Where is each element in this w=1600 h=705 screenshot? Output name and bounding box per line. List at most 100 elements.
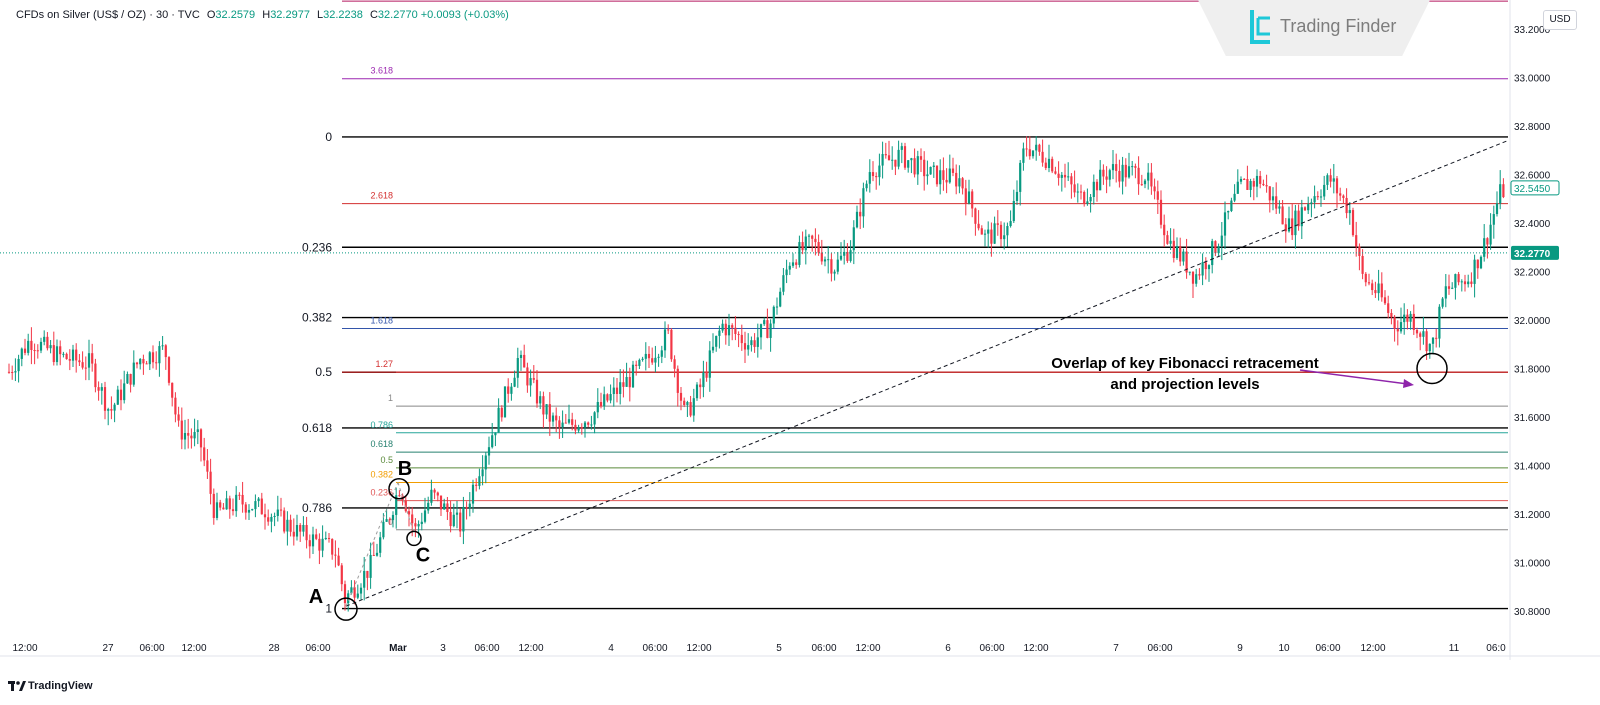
candle-body <box>1083 192 1086 204</box>
candle-body <box>919 156 923 160</box>
x-tick-label: 6 <box>945 643 951 654</box>
candle-body <box>20 348 23 359</box>
candle-body <box>881 154 884 166</box>
candle-body <box>695 384 699 399</box>
candle-body <box>1230 200 1233 211</box>
candle-body <box>542 396 545 415</box>
candle-body <box>1326 175 1329 185</box>
candle-body <box>814 238 817 243</box>
candle-body <box>1319 196 1323 198</box>
candle-body <box>1460 281 1463 283</box>
symbol-title: CFDs on Silver (US$ / OZ) · 30 · TVC <box>16 9 200 21</box>
point-c-label: C <box>416 544 430 566</box>
candle-body <box>772 306 775 324</box>
candle-body <box>1131 166 1134 168</box>
trading-finder-logo-icon <box>1250 10 1270 44</box>
fib-retracement-label: 0.618 <box>302 421 332 435</box>
candle-body <box>961 178 964 189</box>
candle-body <box>884 154 887 156</box>
candle-body <box>1367 282 1371 284</box>
candle-body <box>494 432 497 436</box>
candle-body <box>1335 178 1339 194</box>
candle-body <box>836 259 839 272</box>
candle-body <box>539 396 542 404</box>
candle-body <box>1236 181 1239 194</box>
candle-body <box>1355 235 1358 247</box>
candle-body <box>711 346 715 351</box>
candle-body <box>833 271 836 274</box>
candle-body <box>823 259 827 262</box>
candle-body <box>78 360 81 363</box>
price-axis: 33.400033.200033.000032.800032.600032.40… <box>1509 0 1560 660</box>
candle-body <box>670 329 673 360</box>
candle-body <box>1291 218 1294 236</box>
candle-body <box>123 383 126 401</box>
candle-body <box>567 419 571 423</box>
candle-body <box>1412 313 1415 330</box>
currency-button[interactable]: USD <box>1543 10 1577 30</box>
candle-body <box>71 349 75 361</box>
candle-body <box>587 422 590 425</box>
candle-body <box>199 429 203 448</box>
candle-body <box>1188 271 1191 273</box>
candle-body <box>1063 174 1067 178</box>
candle-body <box>46 336 49 349</box>
candle-body <box>193 432 196 439</box>
candle-body <box>475 484 478 486</box>
candle-body <box>599 402 603 407</box>
candle-body <box>673 359 676 369</box>
candle-body <box>980 228 983 235</box>
candle-body <box>1076 191 1079 193</box>
candle-body <box>420 521 423 525</box>
candle-body <box>1057 173 1060 178</box>
candle-body <box>1041 151 1044 163</box>
candle-body <box>606 394 609 401</box>
candle-body <box>1287 218 1291 232</box>
candle-body <box>779 291 782 307</box>
y-tick-label: 30.8000 <box>1514 607 1551 618</box>
y-tick-label: 31.0000 <box>1514 559 1551 570</box>
annotation-line-2: and projection levels <box>1110 376 1259 393</box>
candle-body <box>1079 191 1083 193</box>
candle-body <box>465 506 468 508</box>
candle-body <box>1454 274 1457 288</box>
candle-body <box>1153 186 1156 192</box>
x-tick-label: 12:00 <box>181 643 206 654</box>
candle-body <box>1227 210 1230 213</box>
candle-body <box>155 362 158 364</box>
candle-body <box>1303 207 1307 211</box>
candle-body <box>33 350 36 352</box>
candle-body <box>654 357 657 363</box>
candle-body <box>430 489 433 503</box>
candle-body <box>164 345 167 358</box>
candle-body <box>36 350 39 352</box>
candle-body <box>974 208 977 224</box>
candle-body <box>871 172 875 177</box>
candle-body <box>1175 246 1179 258</box>
candle-body <box>1377 283 1380 294</box>
y-tick-label: 32.4000 <box>1514 219 1551 230</box>
candle-body <box>91 353 94 364</box>
candle-body <box>1121 164 1124 182</box>
candle-body <box>702 372 705 388</box>
candle-body <box>868 172 871 184</box>
candle-body <box>39 341 43 351</box>
candle-body <box>878 165 881 178</box>
candle-body <box>1092 181 1095 198</box>
candle-body <box>427 502 430 511</box>
candle-body <box>151 352 155 363</box>
candle-body <box>875 176 878 178</box>
candle-body <box>1387 303 1390 313</box>
candle-body <box>1374 290 1377 294</box>
candle-body <box>1297 210 1300 227</box>
candle-body <box>1271 196 1275 201</box>
fib-extension-label: 2.618 <box>370 191 393 201</box>
candle-body <box>628 377 631 388</box>
candle-body <box>59 346 62 355</box>
candle-body <box>791 262 795 266</box>
candle-body <box>1476 259 1479 269</box>
candle-body <box>519 354 523 359</box>
x-tick-label: 5 <box>776 643 782 654</box>
